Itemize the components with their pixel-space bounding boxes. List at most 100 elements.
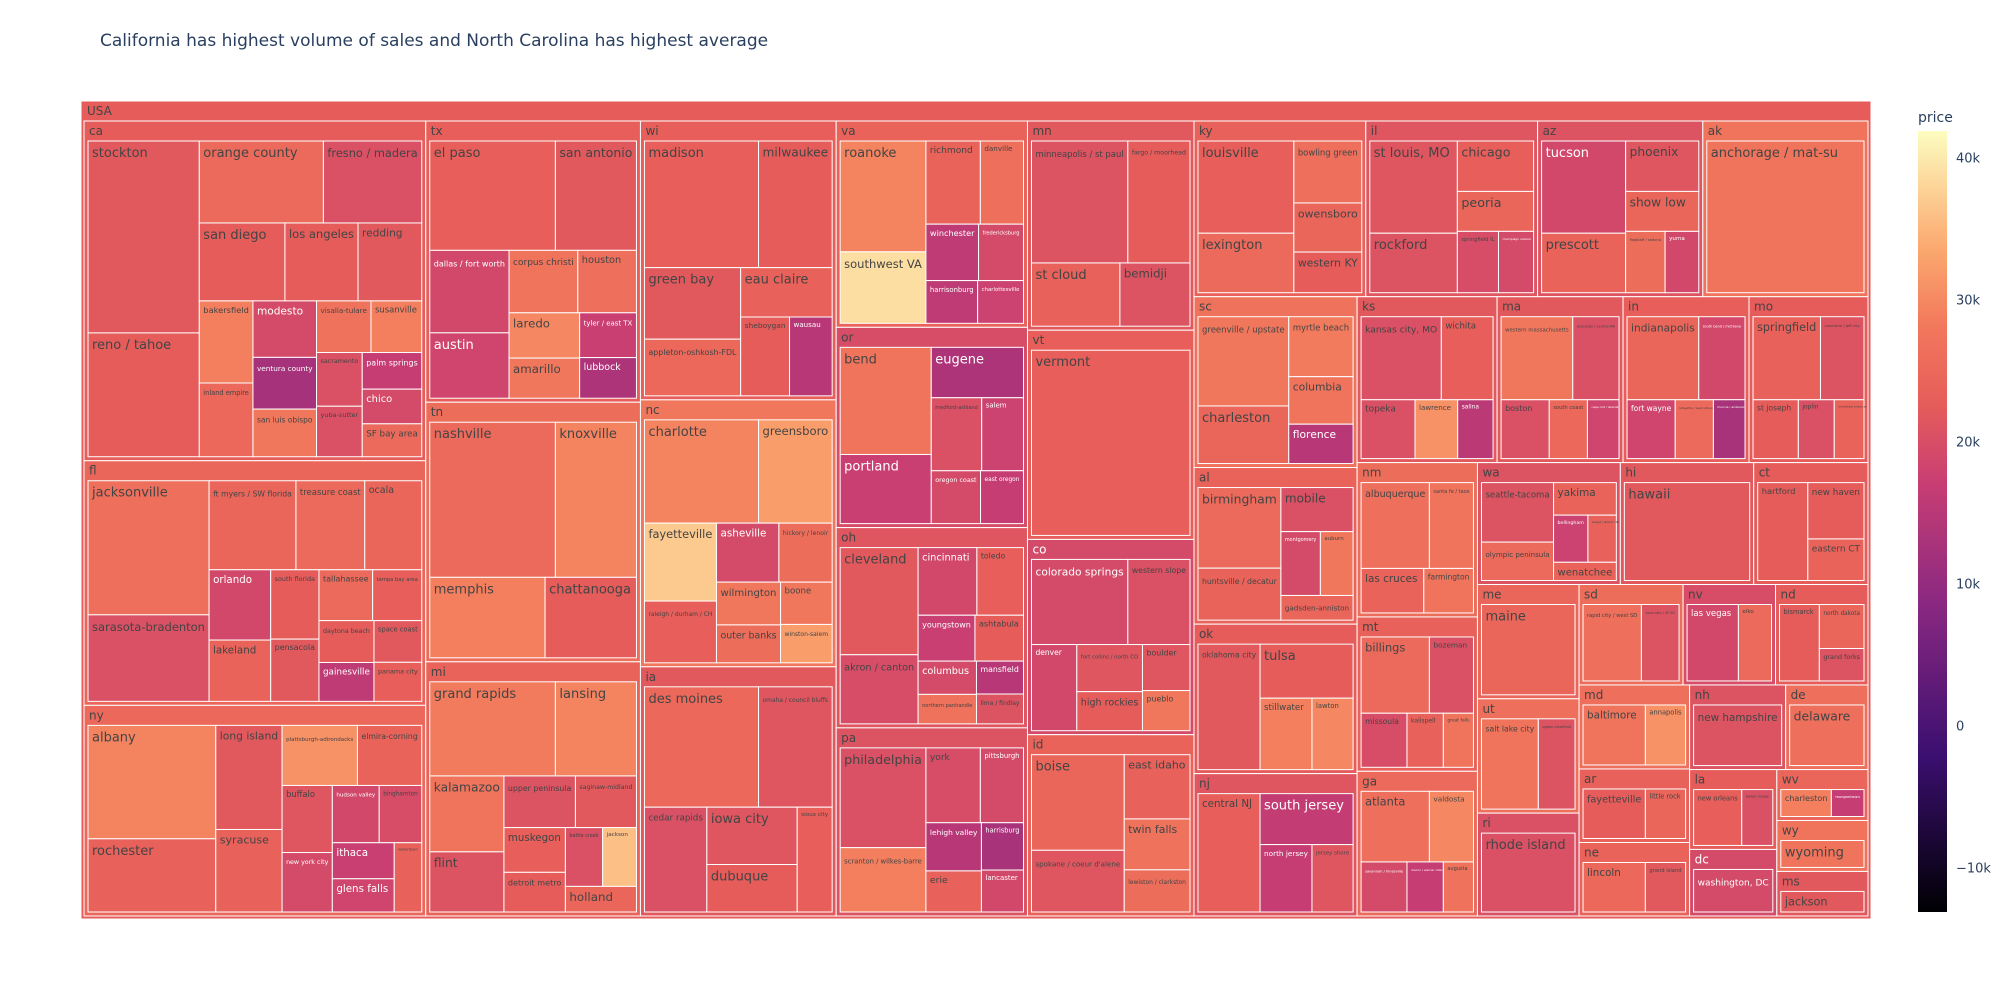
city-tile[interactable] bbox=[1500, 399, 1550, 460]
city-tile[interactable] bbox=[1197, 567, 1282, 621]
city-tile[interactable] bbox=[87, 140, 200, 334]
city-tile[interactable] bbox=[1288, 316, 1354, 378]
city-tile[interactable] bbox=[643, 806, 708, 913]
city-tile[interactable] bbox=[198, 300, 254, 384]
city-tile[interactable] bbox=[974, 614, 1024, 662]
city-tile[interactable] bbox=[1280, 594, 1354, 621]
city-tile[interactable] bbox=[1480, 604, 1576, 696]
city-tile[interactable] bbox=[643, 600, 717, 664]
city-tile[interactable] bbox=[1693, 704, 1783, 767]
city-tile[interactable] bbox=[917, 660, 977, 695]
city-tile[interactable] bbox=[740, 267, 833, 318]
city-tile[interactable] bbox=[1797, 399, 1835, 460]
city-tile[interactable] bbox=[758, 140, 833, 269]
city-tile[interactable] bbox=[1360, 712, 1408, 768]
city-tile[interactable] bbox=[215, 724, 283, 830]
city-tile[interactable] bbox=[1360, 567, 1425, 614]
city-tile[interactable] bbox=[378, 784, 423, 844]
city-tile[interactable] bbox=[1553, 482, 1617, 516]
city-tile[interactable] bbox=[758, 686, 833, 808]
city-tile[interactable] bbox=[980, 869, 1024, 913]
city-tile[interactable] bbox=[643, 140, 760, 269]
city-tile[interactable] bbox=[1693, 868, 1774, 913]
city-tile[interactable] bbox=[1428, 790, 1474, 863]
city-tile[interactable] bbox=[1586, 399, 1620, 460]
city-tile[interactable] bbox=[978, 223, 1024, 282]
city-tile[interactable] bbox=[429, 851, 505, 913]
city-tile[interactable] bbox=[796, 806, 833, 913]
city-tile[interactable] bbox=[1030, 644, 1078, 732]
city-tile[interactable] bbox=[87, 724, 217, 840]
city-tile[interactable] bbox=[917, 693, 977, 725]
city-tile[interactable] bbox=[361, 388, 423, 425]
city-tile[interactable] bbox=[361, 423, 423, 458]
city-tile[interactable] bbox=[1737, 604, 1773, 682]
city-tile[interactable] bbox=[1414, 399, 1459, 460]
city-tile[interactable] bbox=[1456, 140, 1535, 192]
city-tile[interactable] bbox=[1664, 230, 1700, 294]
city-tile[interactable] bbox=[1123, 869, 1191, 913]
city-tile[interactable] bbox=[1497, 230, 1535, 294]
city-tile[interactable] bbox=[1582, 788, 1646, 839]
city-tile[interactable] bbox=[1197, 793, 1261, 913]
city-tile[interactable] bbox=[1319, 531, 1354, 596]
city-tile[interactable] bbox=[544, 576, 637, 659]
city-tile[interactable] bbox=[1625, 140, 1700, 192]
city-tile[interactable] bbox=[1789, 704, 1865, 767]
city-tile[interactable] bbox=[554, 681, 637, 777]
city-tile[interactable] bbox=[87, 838, 217, 913]
city-tile[interactable] bbox=[1480, 832, 1576, 913]
city-tile[interactable] bbox=[252, 300, 318, 358]
city-tile[interactable] bbox=[981, 397, 1024, 472]
city-tile[interactable] bbox=[602, 827, 637, 887]
city-tile[interactable] bbox=[1757, 482, 1809, 582]
city-tile[interactable] bbox=[1369, 232, 1458, 294]
city-tile[interactable] bbox=[715, 624, 782, 664]
city-tile[interactable] bbox=[1119, 262, 1191, 327]
city-tile[interactable] bbox=[1500, 316, 1574, 401]
city-tile[interactable] bbox=[1674, 399, 1714, 460]
city-tile[interactable] bbox=[373, 620, 423, 663]
city-tile[interactable] bbox=[643, 419, 760, 524]
city-tile[interactable] bbox=[1127, 558, 1191, 646]
city-tile[interactable] bbox=[1819, 316, 1865, 401]
city-tile[interactable] bbox=[316, 300, 372, 354]
city-tile[interactable] bbox=[1293, 140, 1363, 204]
city-tile[interactable] bbox=[1553, 561, 1617, 582]
city-tile[interactable] bbox=[1259, 643, 1354, 699]
city-tile[interactable] bbox=[373, 661, 423, 702]
city-tile[interactable] bbox=[839, 453, 932, 525]
city-tile[interactable] bbox=[503, 871, 566, 913]
city-tile[interactable] bbox=[503, 827, 566, 873]
city-tile[interactable] bbox=[1480, 541, 1555, 582]
city-tile[interactable] bbox=[1293, 202, 1363, 253]
city-tile[interactable] bbox=[322, 140, 423, 224]
city-tile[interactable] bbox=[357, 222, 423, 302]
city-tile[interactable] bbox=[1030, 140, 1129, 264]
city-tile[interactable] bbox=[1833, 399, 1865, 460]
city-tile[interactable] bbox=[839, 847, 927, 913]
city-tile[interactable] bbox=[1693, 789, 1743, 846]
city-tile[interactable] bbox=[429, 332, 510, 399]
city-tile[interactable] bbox=[789, 316, 833, 397]
city-tile[interactable] bbox=[508, 357, 581, 399]
city-tile[interactable] bbox=[1830, 789, 1865, 817]
city-tile[interactable] bbox=[780, 623, 833, 664]
city-tile[interactable] bbox=[839, 140, 927, 253]
city-tile[interactable] bbox=[643, 338, 742, 397]
city-tile[interactable] bbox=[554, 140, 637, 251]
city-tile[interactable] bbox=[975, 693, 1024, 725]
city-tile[interactable] bbox=[1293, 251, 1363, 294]
city-tile[interactable] bbox=[1625, 190, 1700, 232]
city-tile[interactable] bbox=[1030, 558, 1129, 646]
city-tile[interactable] bbox=[1541, 140, 1627, 234]
city-tile[interactable] bbox=[1780, 890, 1865, 913]
city-tile[interactable] bbox=[1259, 793, 1354, 846]
city-tile[interactable] bbox=[331, 842, 395, 880]
city-tile[interactable] bbox=[87, 614, 210, 702]
city-tile[interactable] bbox=[429, 249, 510, 334]
city-tile[interactable] bbox=[198, 222, 286, 302]
city-tile[interactable] bbox=[1644, 704, 1687, 766]
city-tile[interactable] bbox=[1360, 636, 1430, 714]
